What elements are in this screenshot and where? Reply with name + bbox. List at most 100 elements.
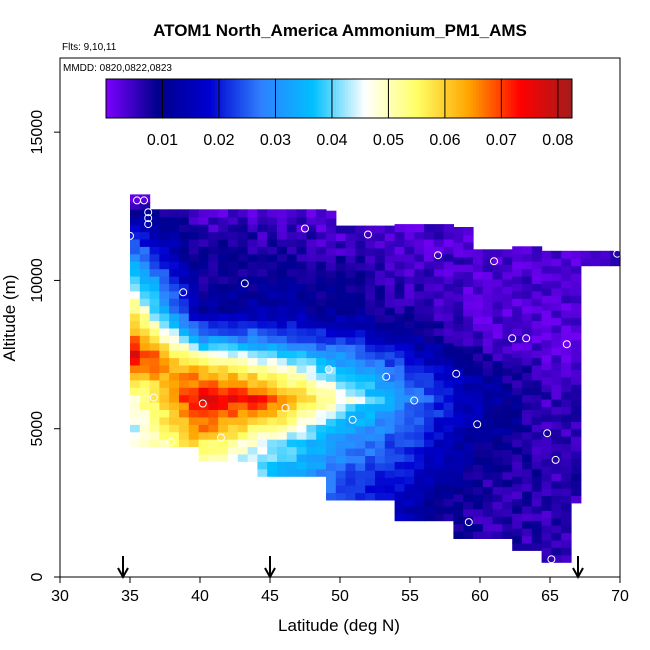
- heatmap-cell: [541, 413, 552, 422]
- heatmap-cell: [522, 335, 533, 344]
- heatmap-cell: [247, 261, 258, 270]
- colorbar-swatch: [481, 79, 486, 118]
- heatmap-cell: [257, 335, 268, 344]
- heatmap-cell: [482, 256, 494, 265]
- colorbar-swatch: [531, 79, 535, 118]
- colorbar-swatch: [161, 79, 165, 118]
- heatmap-cell: [208, 387, 219, 396]
- heatmap-cell: [375, 292, 386, 301]
- heatmap-cell: [130, 238, 141, 247]
- heatmap-cell: [198, 357, 209, 366]
- heatmap-cell: [473, 375, 484, 384]
- heatmap-cell: [237, 357, 249, 366]
- colorbar-swatch: [304, 79, 308, 118]
- heatmap-cell: [139, 268, 151, 277]
- heatmap-cell: [130, 372, 141, 381]
- heatmap-cell: [355, 262, 366, 271]
- heatmap-cell: [571, 273, 582, 281]
- heatmap-cell: [453, 412, 464, 421]
- heatmap-cell: [139, 350, 151, 359]
- x-tick-label: 40: [191, 588, 209, 605]
- sample-point: [301, 224, 309, 233]
- heatmap-cell: [286, 446, 298, 455]
- heatmap-cell: [492, 390, 503, 399]
- heatmap-cell: [492, 427, 503, 436]
- heatmap-cell: [512, 387, 523, 396]
- heatmap-cell: [228, 453, 239, 462]
- heatmap-cell: [433, 491, 445, 499]
- heatmap-cell: [169, 231, 180, 240]
- heatmap-cell: [355, 388, 366, 397]
- heatmap-cell: [198, 379, 209, 388]
- heatmap-cell: [198, 439, 209, 448]
- heatmap-cell: [384, 359, 396, 367]
- heatmap-cell: [394, 350, 405, 359]
- colorbar-tick-label: 0.05: [373, 132, 404, 149]
- heatmap-cell: [531, 431, 543, 440]
- heatmap-cell: [277, 224, 288, 233]
- heatmap-cell: [512, 313, 523, 322]
- heatmap-cell: [502, 494, 513, 502]
- x-tick-label: 45: [261, 588, 279, 605]
- heatmap-cell: [384, 307, 396, 316]
- heatmap-cell: [502, 523, 513, 532]
- heatmap-cell: [198, 313, 209, 322]
- heatmap-cell: [394, 290, 405, 299]
- heatmap-cell: [159, 305, 170, 314]
- heatmap-cell: [512, 446, 523, 455]
- heatmap-cell: [424, 461, 435, 470]
- heatmap-cell: [551, 265, 562, 274]
- heatmap-cell: [198, 409, 209, 418]
- colorbar-swatch: [464, 79, 468, 118]
- heatmap-cell: [130, 201, 141, 210]
- heatmap-cell: [335, 470, 347, 479]
- heatmap-cell: [179, 335, 190, 344]
- heatmap-cell: [502, 278, 513, 287]
- heatmap-cell: [404, 305, 415, 314]
- heatmap-cell: [551, 324, 562, 333]
- heatmap-cell: [130, 424, 141, 433]
- heatmap-cell: [375, 225, 386, 234]
- sample-point: [410, 396, 419, 405]
- heatmap-cell: [424, 246, 435, 255]
- heatmap-cell: [306, 439, 317, 448]
- heatmap-cell: [257, 387, 268, 396]
- heatmap-cell: [149, 357, 160, 366]
- heatmap-cell: [473, 338, 484, 347]
- heatmap-cell: [492, 375, 503, 384]
- heatmap-cell: [149, 416, 160, 425]
- heatmap-cell: [306, 416, 317, 425]
- heatmap-cell: [522, 394, 533, 403]
- heatmap-cell: [198, 268, 209, 277]
- heatmap-cell: [286, 224, 298, 233]
- colorbar-swatch: [228, 79, 232, 118]
- heatmap-cell: [277, 372, 288, 381]
- heatmap-cell: [296, 394, 307, 403]
- heatmap-cell: [335, 440, 347, 449]
- heatmap-cell: [394, 453, 405, 462]
- heatmap-cell: [492, 494, 503, 502]
- heatmap-cell: [355, 225, 366, 234]
- colorbar-swatch: [423, 79, 427, 118]
- heatmap-cell: [139, 394, 151, 403]
- heatmap-cell: [228, 394, 239, 403]
- sample-point: [543, 429, 552, 438]
- heatmap-cell: [502, 316, 513, 324]
- colorbar-swatch: [333, 79, 337, 118]
- heatmap-cell: [433, 476, 445, 485]
- heatmap-cell: [404, 372, 415, 381]
- heatmap-cell: [149, 335, 160, 344]
- heatmap-cell: [414, 335, 425, 344]
- heatmap-cell: [149, 253, 160, 262]
- heatmap-cell: [551, 332, 562, 341]
- heatmap-cell: [159, 424, 170, 433]
- heatmap-cell: [345, 485, 356, 494]
- heatmap-cell: [463, 338, 474, 347]
- heatmap-cell: [247, 298, 258, 307]
- heatmap-cell: [453, 227, 464, 235]
- heatmap-cell: [453, 278, 464, 287]
- heatmap-cell: [228, 268, 239, 277]
- heatmap-cell: [198, 394, 209, 403]
- heatmap-cell: [306, 246, 317, 255]
- heatmap-cell: [443, 476, 454, 485]
